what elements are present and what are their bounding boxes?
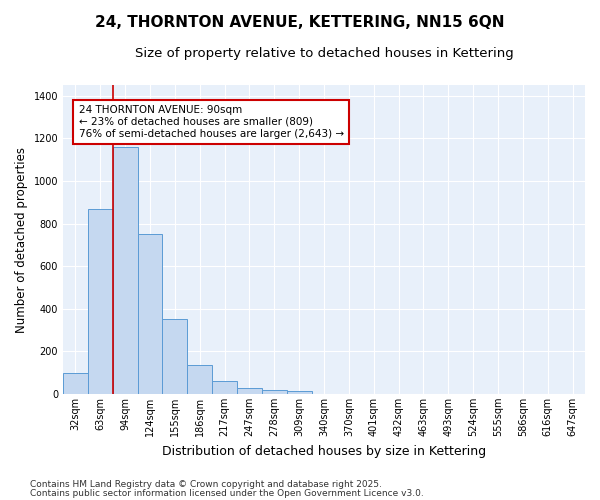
Bar (237, 388, 262, 394)
Bar (262, 390, 287, 394)
Bar (113, 147, 137, 394)
Text: Contains public sector information licensed under the Open Government Licence v3: Contains public sector information licen… (30, 488, 424, 498)
Y-axis label: Number of detached properties: Number of detached properties (15, 146, 28, 332)
X-axis label: Distribution of detached houses by size in Kettering: Distribution of detached houses by size … (162, 444, 486, 458)
Title: Size of property relative to detached houses in Kettering: Size of property relative to detached ho… (134, 48, 514, 60)
Bar (88, 208, 113, 394)
Bar (212, 381, 237, 394)
Text: 24 THORNTON AVENUE: 90sqm
← 23% of detached houses are smaller (809)
76% of semi: 24 THORNTON AVENUE: 90sqm ← 23% of detac… (79, 106, 344, 138)
Bar (187, 365, 212, 394)
Bar (163, 320, 187, 394)
Bar (287, 392, 311, 394)
Text: 24, THORNTON AVENUE, KETTERING, NN15 6QN: 24, THORNTON AVENUE, KETTERING, NN15 6QN (95, 15, 505, 30)
Text: Contains HM Land Registry data © Crown copyright and database right 2025.: Contains HM Land Registry data © Crown c… (30, 480, 382, 489)
Bar (63, 372, 88, 394)
Bar (137, 234, 163, 394)
